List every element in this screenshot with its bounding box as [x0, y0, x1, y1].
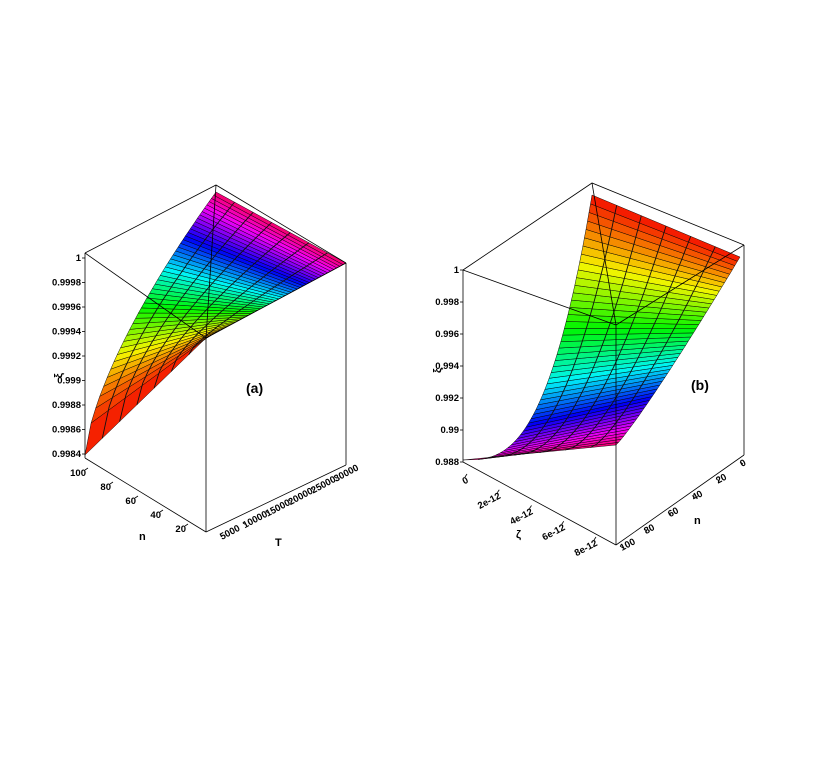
panel-a-y-tick-mark: [310, 487, 314, 490]
panel-a-surface-contour: [188, 252, 328, 355]
panel-b-y-tick-mark: [715, 478, 720, 482]
panel-a-x-tick: 100: [70, 468, 86, 479]
panel-a-x-tick: 40: [150, 510, 161, 521]
panel-a-y-tick-mark: [288, 498, 291, 502]
panel-a-surface-contour: [101, 201, 235, 439]
panel-a-x-tick-mark: [184, 523, 189, 527]
panel-a-z-ticks: 0.9984 0.9986 0.9988 0.999 0.9992 0.9994 0.999…: [52, 253, 85, 460]
panel-b-z-ticks: 0.988 0.99 0.992 0.994 0.996 0.998 1: [435, 265, 463, 468]
panel-b-x-tick: 4e-12: [508, 506, 535, 527]
panel-a-z-tick: 0.9992: [52, 351, 81, 362]
panel-a: 0.9984 0.9986 0.9988 0.999 0.9992 0.9994 0.999…: [52, 184, 361, 549]
panel-b-label: (b): [691, 377, 709, 393]
panel-a-z-tick: 0.9994: [52, 327, 82, 338]
panel-b-y-label: n: [694, 515, 701, 527]
panel-b-z-tick: 1: [454, 265, 460, 276]
panel-a-y-tick: 5000: [218, 523, 242, 543]
panel-a-z-tick: 0.9984: [52, 449, 82, 460]
panel-b-z-tick: 0.988: [435, 457, 459, 468]
panel-b-z-tick: 0.994: [435, 361, 459, 372]
panel-a-label: (a): [246, 380, 263, 396]
panel-a-x-tick: 20: [175, 524, 186, 535]
panel-b-z-tick: 0.992: [435, 393, 459, 404]
panel-a-x-label: n: [139, 531, 146, 543]
panel-a-z-tick: 0.999: [57, 376, 81, 387]
panel-a-x-tick-mark: [134, 495, 139, 499]
panel-a-z-tick: 0.9998: [52, 278, 81, 289]
panel-a-surface-contour: [119, 211, 254, 422]
panel-a-surface-contour: [136, 222, 273, 406]
panel-b-x-tick: 0: [461, 475, 471, 487]
panel-b-x-tick-mark: [496, 489, 500, 493]
panel-a-z-tick: 1: [76, 253, 82, 264]
panel-a-y-tick-mark: [219, 533, 223, 537]
panel-a-y-tick-mark: [242, 522, 246, 525]
panel-b-surface-contour: [539, 225, 667, 453]
panel-b-x-tick: 2e-12: [476, 491, 503, 512]
panel-a-z-tick: 0.9986: [52, 425, 81, 436]
panel-b-y-tick-mark: [619, 545, 624, 549]
panel-a-x-tick: 80: [100, 482, 111, 493]
panel-a-y-tick: 30000: [332, 463, 360, 485]
panel-b-y-ticks: 100 80 60 40 20 0: [618, 457, 748, 553]
panel-b-z-tick: 0.99: [441, 425, 460, 436]
panel-b-z-label: ξ: [432, 368, 444, 373]
panel-a-box: [84, 184, 347, 533]
panel-a-surface: [84, 191, 347, 456]
panel-b-y-tick-mark: [739, 461, 744, 465]
panel-b-y-tick-mark: [691, 495, 696, 498]
panel-b-x-tick-mark: [561, 521, 565, 525]
panel-a-x-tick-mark: [109, 481, 114, 485]
panel-a-x-tick: 60: [125, 496, 136, 507]
panel-b-x-tick: 8e-12: [573, 538, 600, 559]
panel-b-y-tick-mark: [643, 528, 648, 532]
panel-b-x-tick-mark: [464, 473, 468, 478]
panel-b-y-tick: 20: [714, 472, 729, 487]
panel-b-x-label: ζ: [516, 529, 521, 541]
panel-b: 0.988 0.99 0.992 0.994 0.996 0.998 1 0 2e-124e-…: [432, 182, 748, 559]
panel-b-surface: [462, 194, 741, 461]
panel-b-y-tick-mark: [667, 512, 672, 515]
panel-a-y-tick-mark: [333, 475, 337, 479]
panel-a-y-label: T: [275, 537, 282, 549]
panel-a-surface-contour: [170, 242, 310, 372]
panel-b-y-tick: 60: [666, 505, 681, 520]
panel-b-surface-contour: [513, 215, 642, 456]
panel-b-z-tick: 0.998: [435, 297, 459, 308]
panel-b-surface-contour: [564, 236, 692, 451]
panel-a-x-tick-mark: [159, 509, 164, 513]
panel-b-x-tick-mark: [593, 536, 597, 541]
panel-a-x-tick-mark: [84, 467, 89, 471]
panel-b-x-tick: 6e-12: [541, 522, 568, 543]
panel-b-y-tick: 0: [738, 457, 748, 469]
panel-b-y-tick: 100: [618, 536, 637, 553]
panel-a-z-tick: 0.9988: [52, 400, 81, 411]
panel-b-x-tick-mark: [529, 505, 532, 509]
panel-b-y-tick: 40: [690, 489, 705, 504]
panel-b-z-tick: 0.996: [435, 329, 459, 340]
panel-b-surface-contour: [488, 205, 618, 458]
panel-a-x-ticks: 100 80 60 40 20: [70, 467, 189, 535]
panel-b-y-tick: 80: [642, 522, 657, 537]
panel-a-z-tick: 0.9996: [52, 302, 81, 313]
panel-a-z-label: ξ: [53, 373, 65, 378]
panel-a-surface-contour: [153, 232, 291, 389]
panel-a-y-tick-mark: [265, 510, 268, 514]
